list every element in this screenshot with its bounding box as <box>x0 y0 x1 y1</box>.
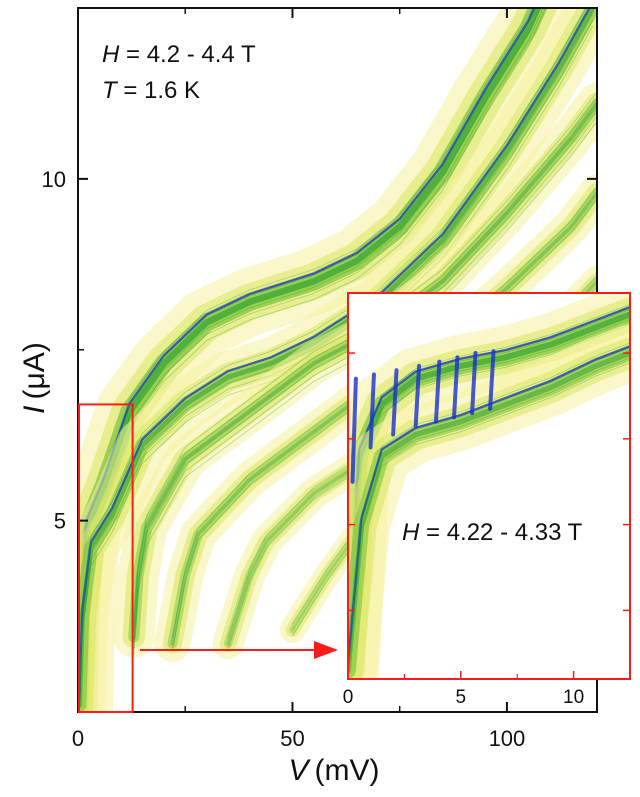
branch-2-band-2 <box>128 98 597 643</box>
inset-lower-striation-3 <box>348 362 630 679</box>
branch-3-band-3 <box>170 190 597 646</box>
y-axis-symbol: I <box>18 405 51 413</box>
inset-lower-striation-2 <box>348 357 630 676</box>
inset-step-4 <box>433 359 442 424</box>
inset-field-range: = 4.22 - 4.33 T <box>419 519 582 546</box>
inset-lower-band-3 <box>348 350 630 674</box>
inset-lower-ridge <box>348 345 630 665</box>
branch-3-striation-1 <box>172 198 597 650</box>
inset-upper-ridge <box>348 306 630 665</box>
branch-2-striation-4 <box>133 121 597 655</box>
branch-2-striation-1 <box>133 97 597 631</box>
field-symbol: H <box>102 41 120 68</box>
inset-lower-striation-0 <box>348 342 630 661</box>
inset-annotation-field: H = 4.22 - 4.33 T <box>402 519 583 546</box>
inset-upper-striation-0 <box>348 304 630 661</box>
y-tick-label: 5 <box>54 509 66 534</box>
annotation-temperature: T = 1.6 K <box>102 77 200 104</box>
inset-lower-band-2 <box>348 345 630 679</box>
branch-2-striation-2 <box>133 109 597 643</box>
x-tick-label: 0 <box>72 726 84 751</box>
zoom-highlight-box <box>78 403 134 713</box>
branch-3-band-1 <box>162 182 597 654</box>
inset-step-2 <box>391 368 399 437</box>
inset-field-symbol: H <box>402 519 420 546</box>
inset-step-0 <box>350 376 358 484</box>
inset-frame <box>347 292 631 680</box>
x-axis-unit: (mV) <box>315 754 380 787</box>
y-axis-title: I (μA) <box>18 342 51 414</box>
inset-step-6 <box>470 351 478 416</box>
main-branch-lower-striation-0 <box>78 8 587 694</box>
x-axis-symbol: V <box>289 754 312 787</box>
x-axis-title: V (mV) <box>289 754 380 787</box>
inset-step-1 <box>368 372 376 450</box>
temperature-symbol: T <box>102 77 119 104</box>
inset-x-tick-label: 0 <box>343 687 354 708</box>
branch-3-striation-0 <box>172 186 597 638</box>
inset-step-5 <box>452 355 460 420</box>
main-branch-lower-striation-3 <box>79 19 594 712</box>
annotation-field: H = 4.2 - 4.4 T <box>102 41 256 68</box>
field-range: = 4.2 - 4.4 T <box>119 41 256 68</box>
y-tick-label: 10 <box>42 167 66 192</box>
main-branch-lower-striation-2 <box>78 13 594 712</box>
branch-3-band-2 <box>167 187 597 649</box>
inset-step-3 <box>413 363 422 428</box>
branch-2-striation-0 <box>133 91 597 625</box>
main-branch-lower-striation-1 <box>78 8 590 700</box>
inset-x-tick-label: 10 <box>563 687 584 708</box>
main-branch-lower-band-2 <box>78 8 597 712</box>
inset-step-7 <box>488 349 496 411</box>
main-branch-lower-band-3 <box>78 8 596 708</box>
main-branch-lower-ridge <box>78 8 591 701</box>
inset-plot: 0 5 10 H = 4.22 - 4.33 T <box>343 292 631 708</box>
inset-lower-striation-1 <box>348 347 630 666</box>
temperature-value: = 1.6 K <box>117 77 200 104</box>
inset-x-tick-label: 5 <box>456 687 467 708</box>
y-axis-unit: (μA) <box>18 342 51 399</box>
x-tick-label: 50 <box>280 726 304 751</box>
zoom-arrow <box>140 641 338 659</box>
x-tick-label: 100 <box>489 726 526 751</box>
branch-2-band-3 <box>131 101 597 639</box>
branch-2-striation-3 <box>133 115 597 649</box>
